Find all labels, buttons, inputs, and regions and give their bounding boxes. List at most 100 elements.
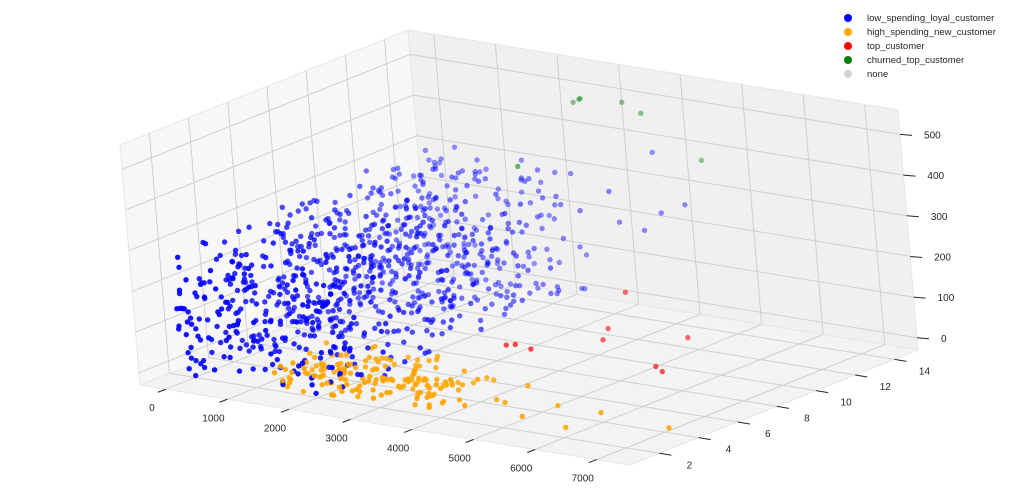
- data-point: [666, 425, 672, 431]
- data-point: [295, 371, 301, 377]
- data-point: [299, 360, 306, 366]
- data-point: [389, 174, 396, 180]
- data-point: [226, 334, 232, 340]
- data-point: [338, 375, 344, 382]
- data-point: [472, 171, 478, 177]
- data-point: [280, 377, 286, 384]
- data-point: [501, 260, 507, 266]
- data-point: [317, 355, 324, 361]
- data-point: [525, 383, 531, 389]
- data-point: [279, 280, 286, 286]
- data-point: [386, 263, 392, 269]
- data-point: [331, 225, 338, 231]
- data-point: [323, 259, 329, 265]
- data-point: [567, 170, 574, 177]
- tick-mark: [737, 421, 750, 425]
- data-point: [658, 210, 664, 216]
- data-point: [438, 172, 445, 179]
- data-point: [282, 239, 289, 245]
- data-point: [380, 217, 387, 223]
- data-point: [412, 402, 418, 408]
- data-point: [361, 294, 367, 301]
- data-point: [370, 294, 376, 301]
- data-point: [504, 294, 510, 300]
- data-point: [396, 307, 402, 313]
- data-point: [185, 309, 191, 315]
- data-point: [425, 194, 431, 200]
- data-point: [547, 257, 553, 263]
- data-point: [367, 239, 373, 245]
- data-point: [449, 263, 456, 269]
- data-point: [195, 333, 201, 339]
- data-point: [240, 279, 247, 285]
- data-point: [364, 195, 371, 201]
- data-point: [598, 409, 604, 416]
- data-point: [291, 341, 297, 347]
- data-point: [401, 256, 408, 262]
- data-point: [238, 252, 245, 259]
- data-point: [287, 261, 293, 267]
- legend-label: none: [867, 68, 889, 80]
- data-point: [362, 227, 369, 233]
- data-point: [383, 355, 390, 362]
- data-point: [366, 354, 373, 360]
- data-point: [348, 321, 355, 327]
- data-point: [337, 211, 343, 217]
- tick-label: 5000: [449, 453, 472, 464]
- data-point: [229, 258, 235, 265]
- data-point: [291, 296, 297, 302]
- data-point: [425, 317, 431, 323]
- data-point: [373, 356, 379, 362]
- data-point: [362, 364, 369, 370]
- data-point: [272, 348, 278, 354]
- tick-label: 400: [927, 171, 944, 182]
- data-point: [298, 243, 304, 250]
- data-point: [433, 245, 440, 252]
- data-point: [313, 308, 320, 314]
- data-point: [469, 276, 475, 283]
- data-point: [288, 247, 294, 254]
- data-point: [268, 317, 274, 323]
- grid-line: [383, 39, 405, 280]
- tick-label: 500: [924, 130, 941, 141]
- tick-mark: [157, 388, 167, 393]
- grid-line: [286, 325, 778, 407]
- data-point: [411, 245, 417, 251]
- data-point: [444, 183, 450, 189]
- data-point: [576, 96, 582, 102]
- data-point: [495, 279, 502, 286]
- data-point: [202, 241, 209, 247]
- data-point: [430, 317, 436, 323]
- tick-mark: [403, 428, 413, 433]
- data-point: [391, 361, 397, 367]
- data-point: [519, 229, 525, 235]
- data-point: [319, 363, 325, 369]
- data-point: [282, 260, 289, 266]
- data-point: [361, 379, 368, 386]
- data-point: [334, 247, 340, 254]
- data-point: [306, 240, 312, 247]
- data-point: [327, 291, 334, 297]
- legend-label: top_customer: [867, 40, 925, 52]
- data-point: [579, 285, 585, 292]
- data-point: [366, 378, 372, 384]
- data-point: [456, 231, 462, 238]
- data-point: [370, 286, 377, 292]
- data-point: [370, 395, 377, 401]
- data-point: [213, 286, 219, 292]
- data-point: [455, 253, 461, 259]
- data-point: [413, 205, 419, 211]
- data-point: [440, 244, 446, 250]
- data-point: [505, 201, 511, 208]
- grid-line: [404, 278, 895, 360]
- data-point: [370, 387, 376, 393]
- data-point: [429, 332, 435, 338]
- data-point: [355, 393, 361, 400]
- grid-line: [266, 86, 288, 327]
- data-point: [449, 304, 455, 310]
- data-point: [447, 197, 453, 203]
- data-point: [221, 239, 228, 245]
- data-point: [338, 296, 344, 302]
- data-point: [304, 293, 311, 300]
- data-point: [329, 392, 335, 398]
